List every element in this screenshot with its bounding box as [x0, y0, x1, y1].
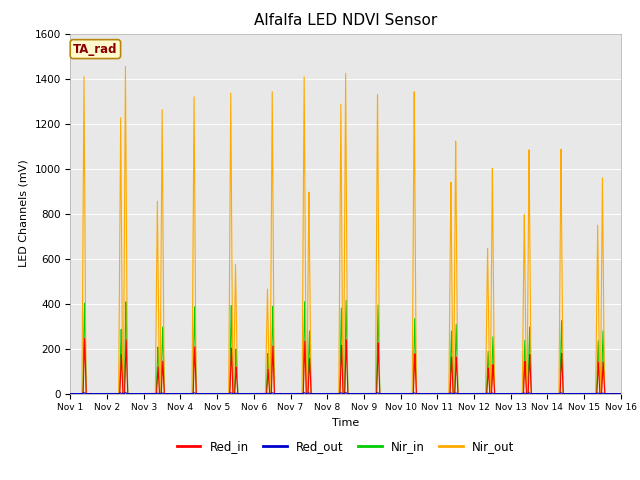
X-axis label: Time: Time	[332, 418, 359, 428]
Title: Alfalfa LED NDVI Sensor: Alfalfa LED NDVI Sensor	[254, 13, 437, 28]
Text: TA_rad: TA_rad	[73, 43, 118, 56]
Legend: Red_in, Red_out, Nir_in, Nir_out: Red_in, Red_out, Nir_in, Nir_out	[172, 435, 519, 458]
Y-axis label: LED Channels (mV): LED Channels (mV)	[19, 160, 29, 267]
